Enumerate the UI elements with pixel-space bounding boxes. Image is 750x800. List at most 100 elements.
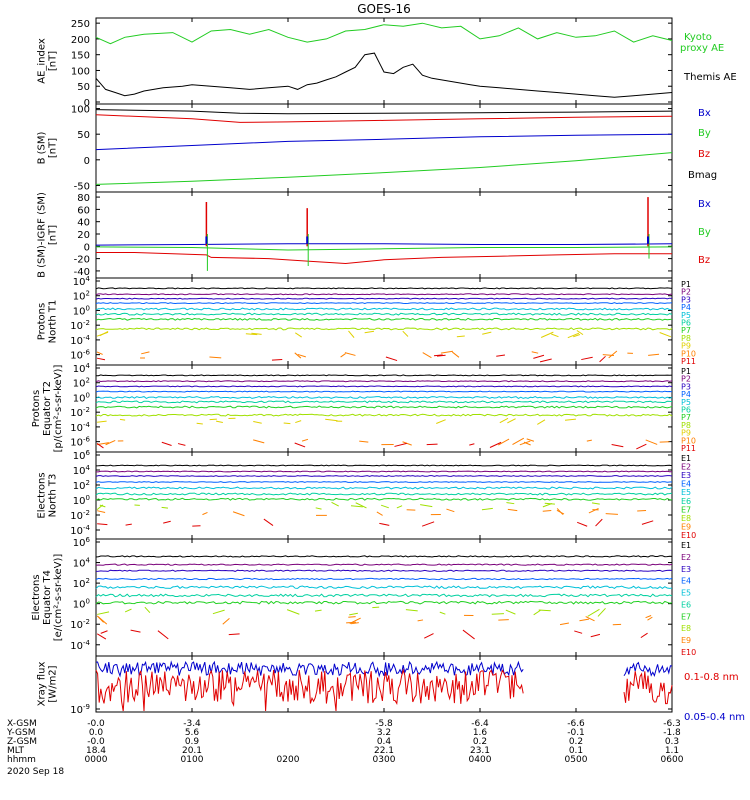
flux-line bbox=[95, 293, 673, 296]
flux-fragment bbox=[350, 622, 359, 625]
legend-entry: P7 bbox=[681, 326, 691, 335]
flux-fragment bbox=[498, 619, 509, 621]
x-axis-value: 0000 bbox=[85, 755, 108, 765]
x-axis-value: 0.3 bbox=[665, 737, 679, 747]
flux-fragment bbox=[405, 609, 418, 612]
x-axis-value: 0200 bbox=[277, 755, 300, 765]
flux-fragment bbox=[209, 418, 217, 421]
y-tick-label: 10-4 bbox=[70, 421, 90, 434]
flux-fragment bbox=[209, 356, 222, 359]
legend-entry: P5 bbox=[681, 311, 691, 320]
flux-fragment bbox=[99, 331, 109, 337]
y-axis-label: [nT] bbox=[48, 138, 59, 158]
series-line bbox=[95, 243, 673, 246]
x-axis-value: -0.0 bbox=[87, 719, 105, 729]
flux-line bbox=[95, 464, 673, 467]
flux-fragment bbox=[537, 419, 546, 425]
legend-entry: E3 bbox=[681, 471, 691, 480]
flux-fragment bbox=[295, 420, 302, 424]
flux-fragment bbox=[161, 506, 169, 509]
legend-entry: E5 bbox=[681, 589, 691, 598]
flux-line bbox=[95, 569, 673, 572]
flux-fragment bbox=[359, 440, 369, 443]
flux-line bbox=[95, 497, 673, 501]
x-axis-value: 0.4 bbox=[377, 737, 392, 747]
panel-xray: 10-9 Xray flux [W/m2] 0.1-0.8 nm 0.05-0.4 nm bbox=[37, 655, 745, 723]
flux-line bbox=[95, 312, 673, 316]
y-tick-label: 80 bbox=[77, 193, 90, 204]
x-axis-value: -6.6 bbox=[567, 719, 585, 729]
x-axis-row-label: MLT bbox=[7, 746, 25, 756]
flux-fragment bbox=[446, 508, 455, 513]
series-line bbox=[95, 246, 673, 251]
flux-fragment bbox=[491, 613, 504, 615]
legend-entry: E2 bbox=[681, 553, 691, 562]
legend-entry: P7 bbox=[681, 413, 691, 422]
y-tick-label: 100 bbox=[71, 105, 90, 116]
legend-entry: P4 bbox=[681, 303, 691, 312]
flux-fragment bbox=[426, 443, 438, 446]
flux-fragment bbox=[295, 332, 302, 338]
flux-fragment bbox=[567, 332, 580, 339]
flux-fragment bbox=[340, 353, 346, 358]
flux-fragment bbox=[648, 353, 660, 356]
panel-electrons-equator: 106 104 102 100 10-2 10-4 Electrons Equator T4[… bbox=[31, 536, 696, 657]
flux-fragment bbox=[436, 419, 446, 424]
flux-fragment bbox=[645, 439, 658, 445]
x-axis-value: 0300 bbox=[373, 755, 396, 765]
flux-fragment bbox=[591, 502, 600, 505]
legend-entry: proxy AE bbox=[680, 43, 724, 54]
legend-entry: E2 bbox=[681, 463, 691, 472]
y-tick-label: 100 bbox=[73, 494, 90, 507]
x-axis-value: -6.4 bbox=[471, 719, 489, 729]
legend-entry: P2 bbox=[681, 288, 691, 297]
x-axis-value: 18.4 bbox=[86, 746, 106, 756]
flux-fragment bbox=[526, 438, 535, 442]
y-tick-label: 250 bbox=[71, 19, 90, 30]
x-axis-row-label: hhmm bbox=[7, 755, 36, 765]
x-axis-group: X-GSM -0.0 -3.4 -5.8 -6.4 -6.6 -6.3 Y-GSM 0.0 5.6… bbox=[6, 719, 684, 777]
y-tick-label: 10-4 bbox=[70, 334, 90, 347]
flux-fragment bbox=[421, 521, 435, 527]
y-tick-label: 20 bbox=[77, 230, 90, 241]
panel-frame bbox=[95, 364, 673, 453]
legend-entry: P1 bbox=[681, 280, 691, 289]
y-tick-label: 150 bbox=[71, 51, 90, 62]
flux-fragment bbox=[348, 330, 355, 338]
flux-line bbox=[95, 577, 673, 581]
flux-fragment bbox=[297, 353, 306, 358]
y-tick-label: 104 bbox=[73, 275, 91, 288]
y-tick-label: 0 bbox=[84, 242, 90, 253]
flux-fragment bbox=[597, 607, 606, 617]
y-tick-label: 10-2 bbox=[70, 509, 90, 522]
legend-entry: P3 bbox=[681, 295, 691, 304]
legend-entry: E1 bbox=[681, 541, 691, 550]
x-axis-value: 0.2 bbox=[473, 737, 487, 747]
flux-fragment bbox=[216, 420, 223, 424]
flux-fragment bbox=[364, 330, 375, 334]
flux-line bbox=[95, 593, 673, 598]
flux-fragment bbox=[433, 354, 443, 357]
flux-fragment bbox=[161, 441, 172, 447]
flux-line bbox=[95, 380, 673, 383]
flux-fragment bbox=[436, 354, 446, 357]
flux-fragment bbox=[97, 616, 108, 625]
flux-fragment bbox=[222, 617, 230, 625]
flux-fragment bbox=[97, 523, 108, 526]
y-tick-label: 100 bbox=[73, 391, 90, 404]
legend-entry: E9 bbox=[681, 522, 691, 531]
flux-fragment bbox=[590, 633, 601, 638]
flux-fragment bbox=[564, 418, 576, 421]
flux-fragment bbox=[130, 629, 141, 633]
flux-line bbox=[95, 555, 673, 558]
flux-line bbox=[96, 470, 672, 473]
flux-fragment bbox=[645, 615, 652, 619]
flux-line bbox=[95, 405, 673, 409]
series-line bbox=[95, 52, 673, 98]
legend-entry: P9 bbox=[681, 342, 691, 351]
legend-entry: E3 bbox=[681, 565, 691, 574]
flux-fragment bbox=[228, 633, 240, 636]
panel-frame bbox=[95, 277, 673, 366]
